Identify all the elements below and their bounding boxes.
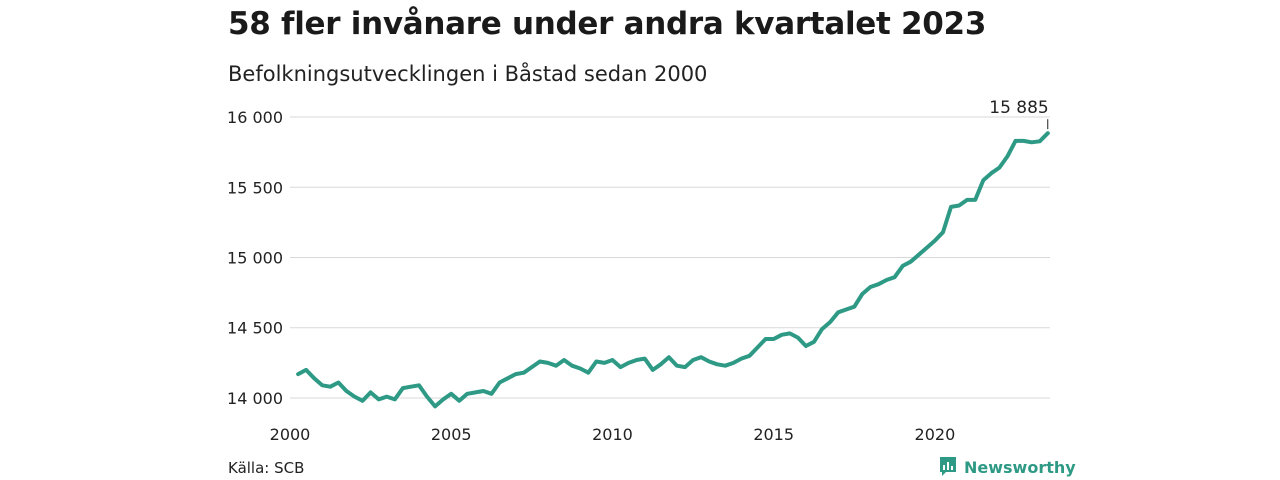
chart-subtitle: Befolkningsutvecklingen i Båstad sedan 2…	[228, 62, 708, 86]
x-tick-label: 2020	[915, 425, 956, 444]
x-axis-ticks: 2000 2005 2010 2015 2020	[270, 425, 956, 444]
x-tick-label: 2015	[753, 425, 794, 444]
brand-name: Newsworthy	[964, 457, 1076, 477]
x-tick-label: 2005	[431, 425, 472, 444]
chart-title: 58 fler invånare under andra kvartalet 2…	[228, 6, 987, 42]
newsworthy-logo-icon	[940, 457, 956, 476]
y-tick-label: 15 500	[227, 178, 283, 197]
brand: Newsworthy	[938, 456, 1076, 478]
x-tick-label: 2000	[270, 425, 311, 444]
y-tick-label: 16 000	[227, 108, 283, 127]
end-value-label: 15 885	[989, 98, 1048, 118]
series-line	[296, 131, 1050, 409]
y-tick-label: 14 000	[227, 389, 283, 408]
gridlines	[290, 116, 1050, 399]
y-tick-label: 14 500	[227, 319, 283, 338]
source-note: Källa: SCB	[228, 459, 305, 477]
y-axis-ticks: 14 000 14 500 15 000 15 500 16 000	[227, 108, 283, 408]
x-tick-label: 2010	[592, 425, 633, 444]
y-tick-label: 15 000	[227, 249, 283, 268]
